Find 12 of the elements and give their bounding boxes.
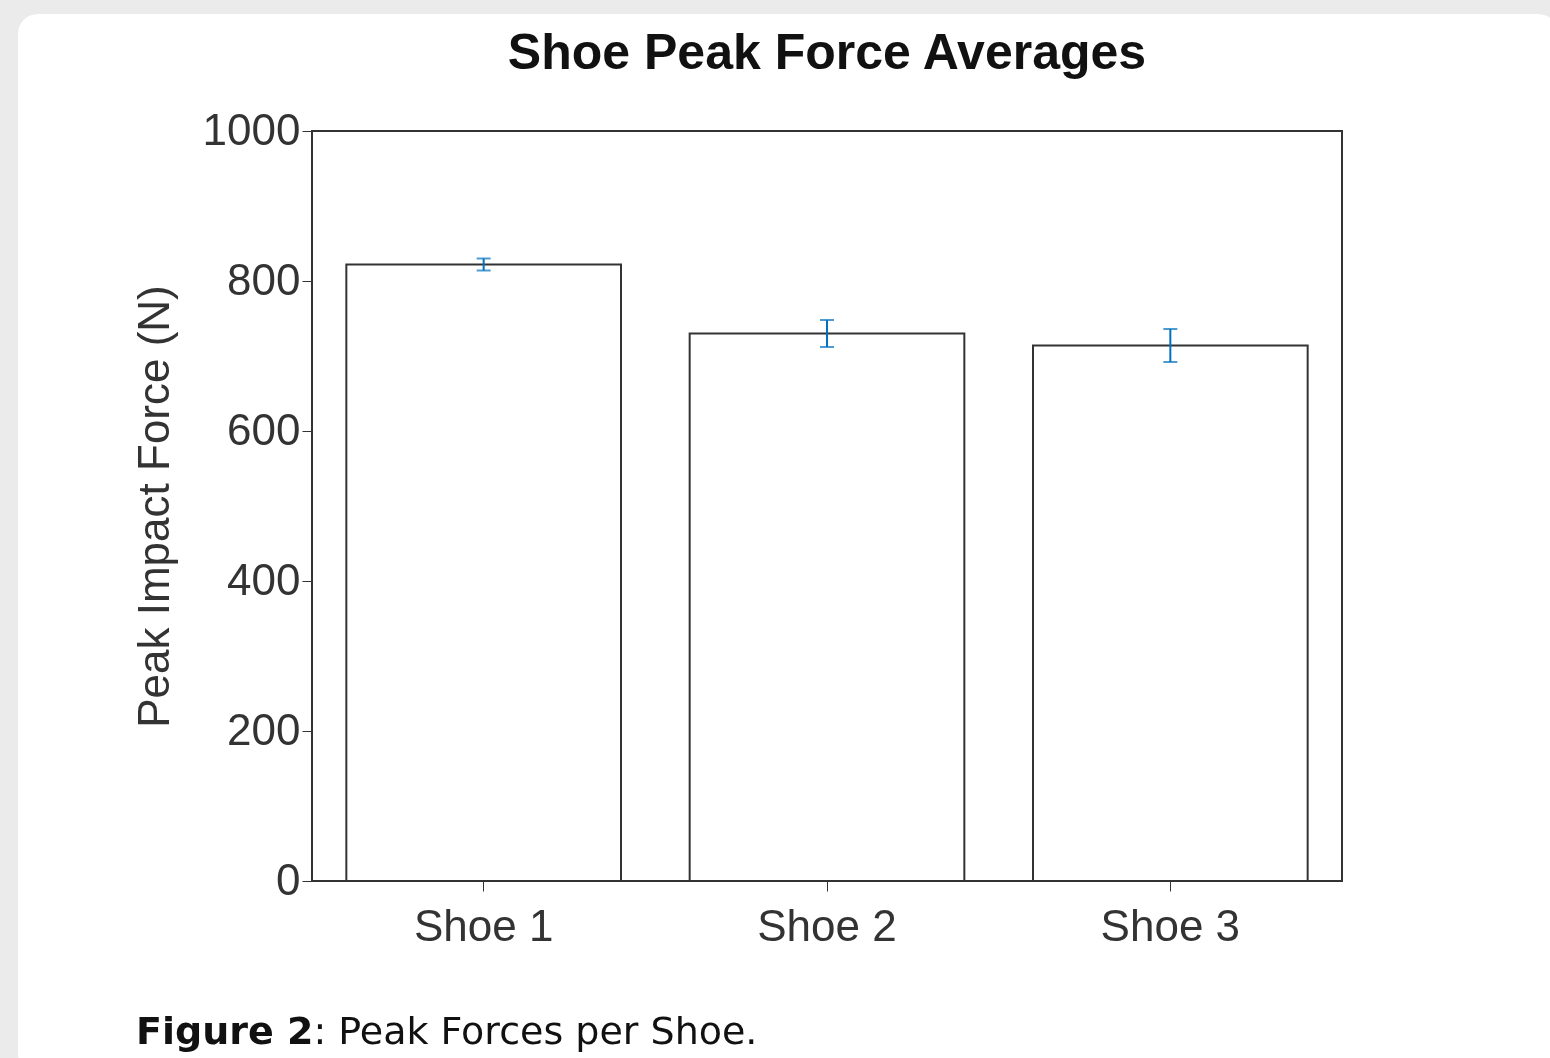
y-axis-title: Peak Impact Force (N) (128, 285, 178, 728)
y-tick-label: 1000 (202, 104, 301, 154)
y-tick-label: 800 (227, 254, 301, 304)
y-tick-label: 0 (276, 854, 301, 904)
x-tick-label: Shoe 3 (1100, 900, 1241, 950)
chart-title: Shoe Peak Force Averages (507, 24, 1147, 80)
y-tick-label: 400 (227, 554, 301, 604)
caption: Figure 2: Peak Forces per Shoe. (136, 1009, 758, 1053)
y-tick-label: 200 (227, 704, 301, 754)
y-tick-label: 600 (227, 404, 301, 454)
x-tick-label: Shoe 2 (757, 900, 897, 950)
x-tick-label: Shoe 1 (413, 900, 554, 950)
